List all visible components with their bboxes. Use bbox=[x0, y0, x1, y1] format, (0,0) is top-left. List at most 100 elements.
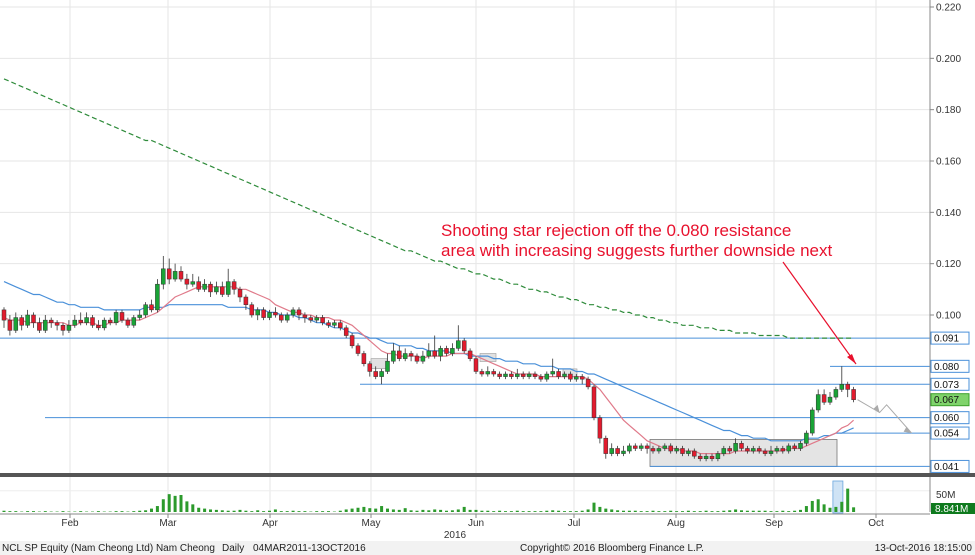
volume-bar bbox=[834, 506, 838, 512]
volume-bar bbox=[539, 511, 543, 512]
candle-body bbox=[473, 358, 479, 372]
candle-body bbox=[780, 448, 786, 452]
candle-body bbox=[355, 345, 361, 354]
candle-body bbox=[479, 371, 485, 375]
candle-body bbox=[432, 350, 437, 357]
candle-body bbox=[668, 445, 673, 452]
candle-body bbox=[7, 319, 13, 331]
annotation-line-1: Shooting star rejection off the 0.080 re… bbox=[441, 221, 791, 240]
candle-body bbox=[810, 409, 815, 434]
candle-body bbox=[66, 325, 72, 331]
candle-body bbox=[214, 286, 219, 293]
sma-slow-line bbox=[3, 78, 854, 339]
volume-bar bbox=[391, 509, 395, 512]
volume-bar bbox=[197, 507, 201, 512]
price-tick-label: 0.120 bbox=[936, 259, 961, 270]
volume-bar bbox=[716, 511, 720, 512]
level-label-box bbox=[930, 393, 970, 407]
candle-body bbox=[821, 394, 827, 403]
volume-bar bbox=[751, 510, 755, 512]
volume-bar bbox=[138, 510, 142, 512]
candle-body bbox=[408, 353, 414, 357]
volume-bar bbox=[669, 510, 673, 512]
candle-body bbox=[804, 432, 809, 444]
month-label: Feb bbox=[61, 518, 79, 529]
price-tick-label: 0.100 bbox=[936, 311, 961, 322]
candle-body bbox=[19, 317, 24, 326]
volume-bar bbox=[43, 511, 47, 512]
volume-bar bbox=[297, 511, 301, 512]
candle-body bbox=[284, 314, 290, 321]
price-axis-ticks: 0.220 0.200 0.180 0.160 0.140 0.120 0.100 bbox=[930, 3, 961, 322]
projection-path bbox=[857, 399, 912, 434]
volume-bar bbox=[456, 509, 460, 512]
volume-bar bbox=[639, 511, 643, 512]
volume-bar bbox=[480, 510, 484, 512]
candle-body bbox=[349, 335, 355, 347]
volume-bar bbox=[386, 508, 389, 512]
volume-bar bbox=[291, 510, 295, 512]
candle-body bbox=[839, 384, 845, 390]
panel-separator bbox=[0, 473, 975, 477]
candle-body bbox=[609, 448, 614, 454]
candle-body bbox=[745, 448, 750, 452]
candlesticks bbox=[1, 255, 856, 462]
month-label: Sep bbox=[765, 518, 783, 529]
volume-bar bbox=[692, 511, 696, 512]
candle-body bbox=[591, 386, 597, 418]
volume-bar bbox=[515, 510, 519, 512]
volume-bar bbox=[262, 511, 266, 512]
volume-bar bbox=[273, 509, 277, 512]
level-label-text: 0.054 bbox=[934, 429, 959, 440]
volume-axis-label: 50M bbox=[936, 490, 955, 501]
volume-bar bbox=[327, 511, 330, 512]
candle-body bbox=[786, 445, 791, 452]
candle-body bbox=[379, 371, 384, 377]
candle-body bbox=[43, 319, 48, 331]
volume-bar bbox=[238, 509, 242, 512]
candle-body bbox=[172, 271, 178, 280]
volume-bar bbox=[2, 510, 6, 512]
volume-bar bbox=[846, 488, 850, 512]
candle-body bbox=[119, 312, 125, 321]
volume-bar bbox=[598, 506, 602, 512]
volume-bar bbox=[462, 506, 466, 512]
volume-bar bbox=[504, 511, 507, 512]
volume-bar bbox=[704, 510, 708, 512]
candle-body bbox=[261, 309, 266, 318]
level-label-box bbox=[930, 459, 970, 473]
candle-body bbox=[509, 373, 514, 377]
volume-bar bbox=[96, 511, 100, 512]
candle-body bbox=[225, 281, 231, 295]
candle-body bbox=[391, 350, 396, 362]
candle-body bbox=[220, 286, 225, 295]
candle-body bbox=[90, 317, 95, 326]
volume-bar bbox=[450, 510, 454, 512]
candle-body bbox=[166, 268, 172, 280]
volume-bar bbox=[545, 510, 549, 512]
candle-body bbox=[267, 312, 272, 318]
volume-bar bbox=[79, 511, 83, 512]
volume-bar bbox=[203, 508, 207, 512]
volume-bar bbox=[781, 510, 785, 512]
volume-bar bbox=[645, 511, 649, 512]
candle-body bbox=[650, 448, 656, 452]
candle-body bbox=[125, 319, 131, 326]
volume-bar bbox=[663, 511, 667, 512]
volume-bar bbox=[167, 494, 171, 512]
price-tick-label: 0.140 bbox=[936, 208, 961, 219]
candle-body bbox=[756, 448, 762, 452]
candle-body bbox=[13, 317, 19, 331]
candle-body bbox=[568, 373, 573, 380]
candle-body bbox=[485, 371, 491, 375]
candle-body bbox=[60, 325, 66, 331]
level-label-text: 0.041 bbox=[934, 462, 959, 473]
year-label: 2016 bbox=[444, 530, 467, 541]
candle-body bbox=[438, 348, 443, 357]
volume-bar bbox=[498, 510, 502, 512]
candle-body bbox=[243, 296, 249, 305]
candle-body bbox=[420, 355, 426, 362]
volume-bar bbox=[344, 509, 348, 512]
candle-body bbox=[426, 350, 432, 357]
